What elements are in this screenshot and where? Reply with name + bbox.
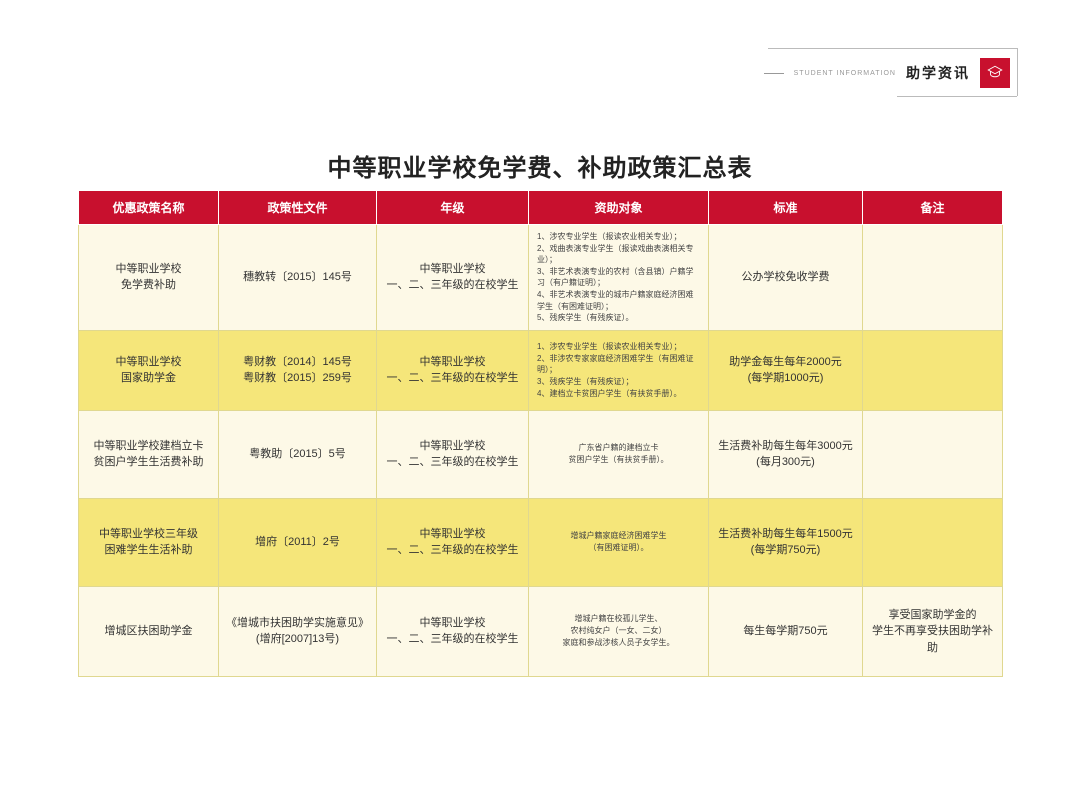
table-row: 中等职业学校 国家助学金 粤财教〔2014〕145号 粤财教〔2015〕259号… — [79, 330, 1003, 410]
cell-standard: 生活费补助每生每年3000元 (每月300元) — [709, 410, 863, 498]
col-name: 优惠政策名称 — [79, 191, 219, 225]
cell-target: 广东省户籍的建档立卡 贫困户学生（有扶贫手册）。 — [529, 410, 709, 498]
cell-note — [863, 225, 1003, 331]
cell-note: 享受国家助学金的 学生不再享受扶困助学补助 — [863, 586, 1003, 676]
col-grade: 年级 — [377, 191, 529, 225]
header-cn: 助学资讯 — [906, 63, 970, 83]
table-row: 中等职业学校 免学费补助 穗教转〔2015〕145号 中等职业学校 一、二、三年… — [79, 225, 1003, 331]
cell-doc: 穗教转〔2015〕145号 — [219, 225, 377, 331]
header-eng: STUDENT INFORMATION — [794, 70, 896, 77]
table-header-row: 优惠政策名称 政策性文件 年级 资助对象 标准 备注 — [79, 191, 1003, 225]
cell-standard: 公办学校免收学费 — [709, 225, 863, 331]
cell-target: 1、涉农专业学生（报读农业相关专业）； 2、非涉农专家家庭经济困难学生（有困难证… — [529, 330, 709, 410]
cell-grade: 中等职业学校 一、二、三年级的在校学生 — [377, 410, 529, 498]
cell-doc: 《增城市扶困助学实施意见》 (增府[2007]13号) — [219, 586, 377, 676]
table-row: 中等职业学校建档立卡 贫困户学生生活费补助 粤教助〔2015〕5号 中等职业学校… — [79, 410, 1003, 498]
cell-standard: 生活费补助每生每年1500元 (每学期750元) — [709, 498, 863, 586]
col-standard: 标准 — [709, 191, 863, 225]
cell-target: 增城户籍在校孤儿学生、 农村纯女户（一女、二女） 家庭和参战涉核人员子女学生。 — [529, 586, 709, 676]
cell-name: 中等职业学校 国家助学金 — [79, 330, 219, 410]
col-note: 备注 — [863, 191, 1003, 225]
policy-table: 优惠政策名称 政策性文件 年级 资助对象 标准 备注 中等职业学校 免学费补助 … — [78, 190, 1003, 677]
table-row: 增城区扶困助学金 《增城市扶困助学实施意见》 (增府[2007]13号) 中等职… — [79, 586, 1003, 676]
cell-grade: 中等职业学校 一、二、三年级的在校学生 — [377, 225, 529, 331]
cell-name: 中等职业学校三年级 困难学生生活补助 — [79, 498, 219, 586]
page-title: 中等职业学校免学费、补助政策汇总表 — [0, 148, 1080, 183]
cell-target: 增城户籍家庭经济困难学生 （有困难证明）。 — [529, 498, 709, 586]
table-row: 中等职业学校三年级 困难学生生活补助 增府〔2011〕2号 中等职业学校 一、二… — [79, 498, 1003, 586]
col-target: 资助对象 — [529, 191, 709, 225]
header-bar: STUDENT INFORMATION 助学资讯 — [764, 58, 1010, 88]
cell-doc: 增府〔2011〕2号 — [219, 498, 377, 586]
cell-note — [863, 410, 1003, 498]
cell-grade: 中等职业学校 一、二、三年级的在校学生 — [377, 498, 529, 586]
cell-grade: 中等职业学校 一、二、三年级的在校学生 — [377, 330, 529, 410]
cell-standard: 助学金每生每年2000元 (每学期1000元) — [709, 330, 863, 410]
header-dash — [764, 73, 784, 74]
cell-name: 中等职业学校 免学费补助 — [79, 225, 219, 331]
cell-grade: 中等职业学校 一、二、三年级的在校学生 — [377, 586, 529, 676]
col-doc: 政策性文件 — [219, 191, 377, 225]
cell-target: 1、涉农专业学生（报读农业相关专业）； 2、戏曲表演专业学生（报读戏曲表演相关专… — [529, 225, 709, 331]
cell-name: 中等职业学校建档立卡 贫困户学生生活费补助 — [79, 410, 219, 498]
cell-standard: 每生每学期750元 — [709, 586, 863, 676]
header-badge-icon — [980, 58, 1010, 88]
cell-doc: 粤财教〔2014〕145号 粤财教〔2015〕259号 — [219, 330, 377, 410]
cell-name: 增城区扶困助学金 — [79, 586, 219, 676]
cell-doc: 粤教助〔2015〕5号 — [219, 410, 377, 498]
cell-note — [863, 330, 1003, 410]
cell-note — [863, 498, 1003, 586]
